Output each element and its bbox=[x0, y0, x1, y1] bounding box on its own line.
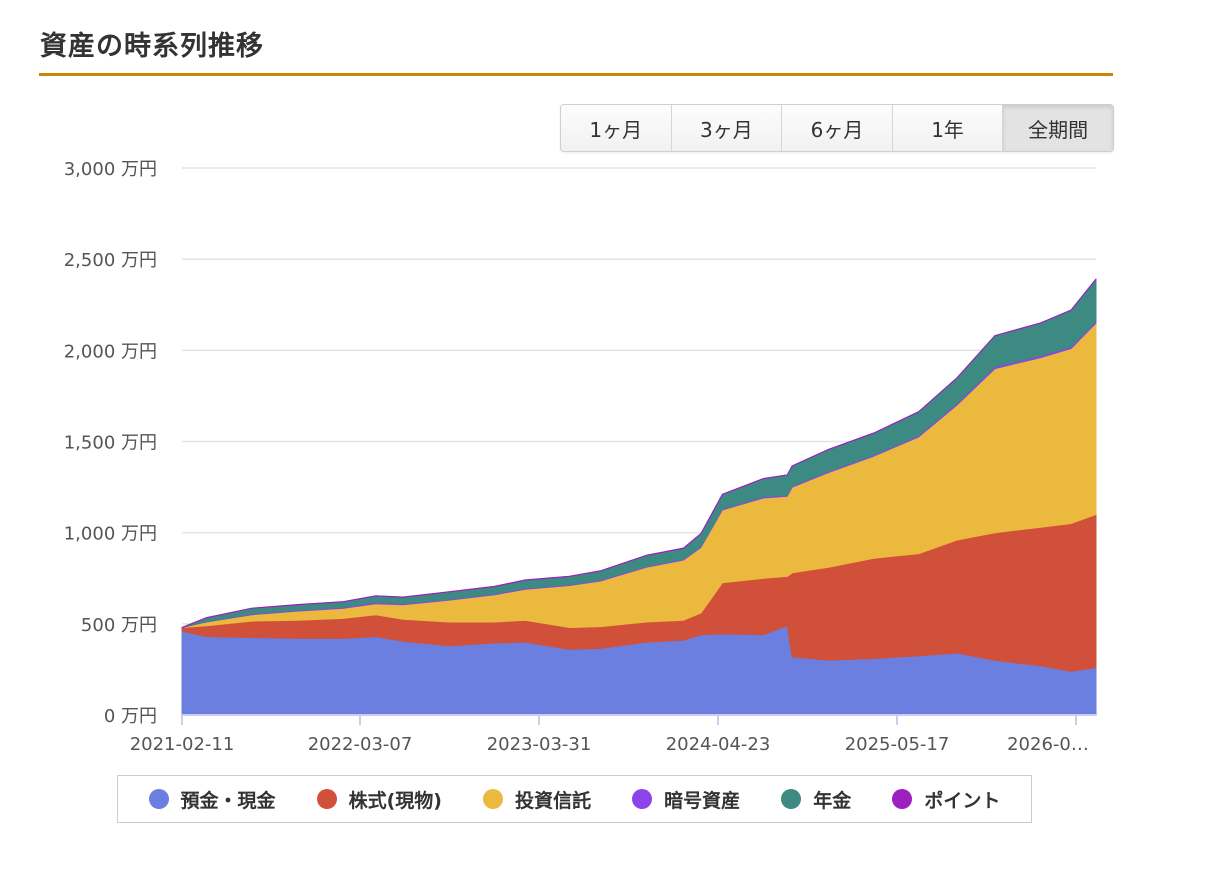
y-tick-label: 500 万円 bbox=[81, 615, 157, 636]
legend-item-crypto[interactable]: 暗号資産 bbox=[632, 786, 740, 813]
y-tick-label: 2,000 万円 bbox=[64, 341, 157, 362]
x-tick-label: 2023-03-31 bbox=[487, 734, 592, 755]
x-tick-label: 2026-0… bbox=[1007, 734, 1089, 755]
period-1-month-button[interactable]: 1ヶ月 bbox=[561, 105, 672, 151]
legend-label-pension: 年金 bbox=[813, 789, 852, 812]
legend-dot-funds bbox=[483, 789, 504, 809]
legend-dot-stocks bbox=[316, 789, 337, 809]
legend-item-deposits[interactable]: 預金・現金 bbox=[148, 786, 276, 813]
legend-label-stocks: 株式(現物) bbox=[348, 789, 442, 812]
legend-label-funds: 投資信託 bbox=[515, 789, 592, 812]
legend-label-points: ポイント bbox=[924, 789, 1001, 812]
title-underline bbox=[39, 73, 1113, 76]
page-title: 資産の時系列推移 bbox=[40, 31, 264, 62]
legend-label-crypto: 暗号資産 bbox=[664, 789, 741, 812]
series-area-5 bbox=[181, 278, 1097, 628]
legend-item-funds[interactable]: 投資信託 bbox=[483, 786, 591, 813]
legend-item-stocks[interactable]: 株式(現物) bbox=[316, 786, 442, 813]
x-tick-label: 2025-05-17 bbox=[845, 734, 950, 755]
period-6-months-button[interactable]: 6ヶ月 bbox=[782, 105, 893, 151]
chart-legend: 預金・現金 株式(現物) 投資信託 暗号資産 年金 ポイント bbox=[117, 775, 1032, 823]
y-tick-label: 1,500 万円 bbox=[64, 433, 157, 454]
legend-item-points[interactable]: ポイント bbox=[892, 786, 1000, 813]
y-tick-label: 0 万円 bbox=[104, 706, 157, 727]
y-tick-label: 1,000 万円 bbox=[64, 524, 157, 545]
x-tick-label: 2022-03-07 bbox=[308, 734, 413, 755]
period-3-months-button[interactable]: 3ヶ月 bbox=[671, 105, 783, 151]
legend-dot-pension bbox=[781, 789, 802, 809]
period-1-year-button[interactable]: 1年 bbox=[892, 105, 1004, 151]
period-all-button[interactable]: 全期間 bbox=[1003, 105, 1113, 151]
x-tick-label: 2021-02-11 bbox=[130, 734, 235, 755]
period-selector: 1ヶ月 3ヶ月 6ヶ月 1年 全期間 bbox=[560, 104, 1114, 152]
y-tick-label: 2,500 万円 bbox=[64, 250, 157, 271]
legend-dot-crypto bbox=[632, 789, 653, 809]
legend-dot-deposits bbox=[148, 789, 169, 809]
legend-label-deposits: 預金・現金 bbox=[180, 789, 276, 812]
legend-dot-points bbox=[892, 789, 913, 809]
y-tick-label: 3,000 万円 bbox=[64, 159, 157, 180]
legend-item-pension[interactable]: 年金 bbox=[781, 786, 851, 813]
x-tick-label: 2024-04-23 bbox=[666, 734, 771, 755]
